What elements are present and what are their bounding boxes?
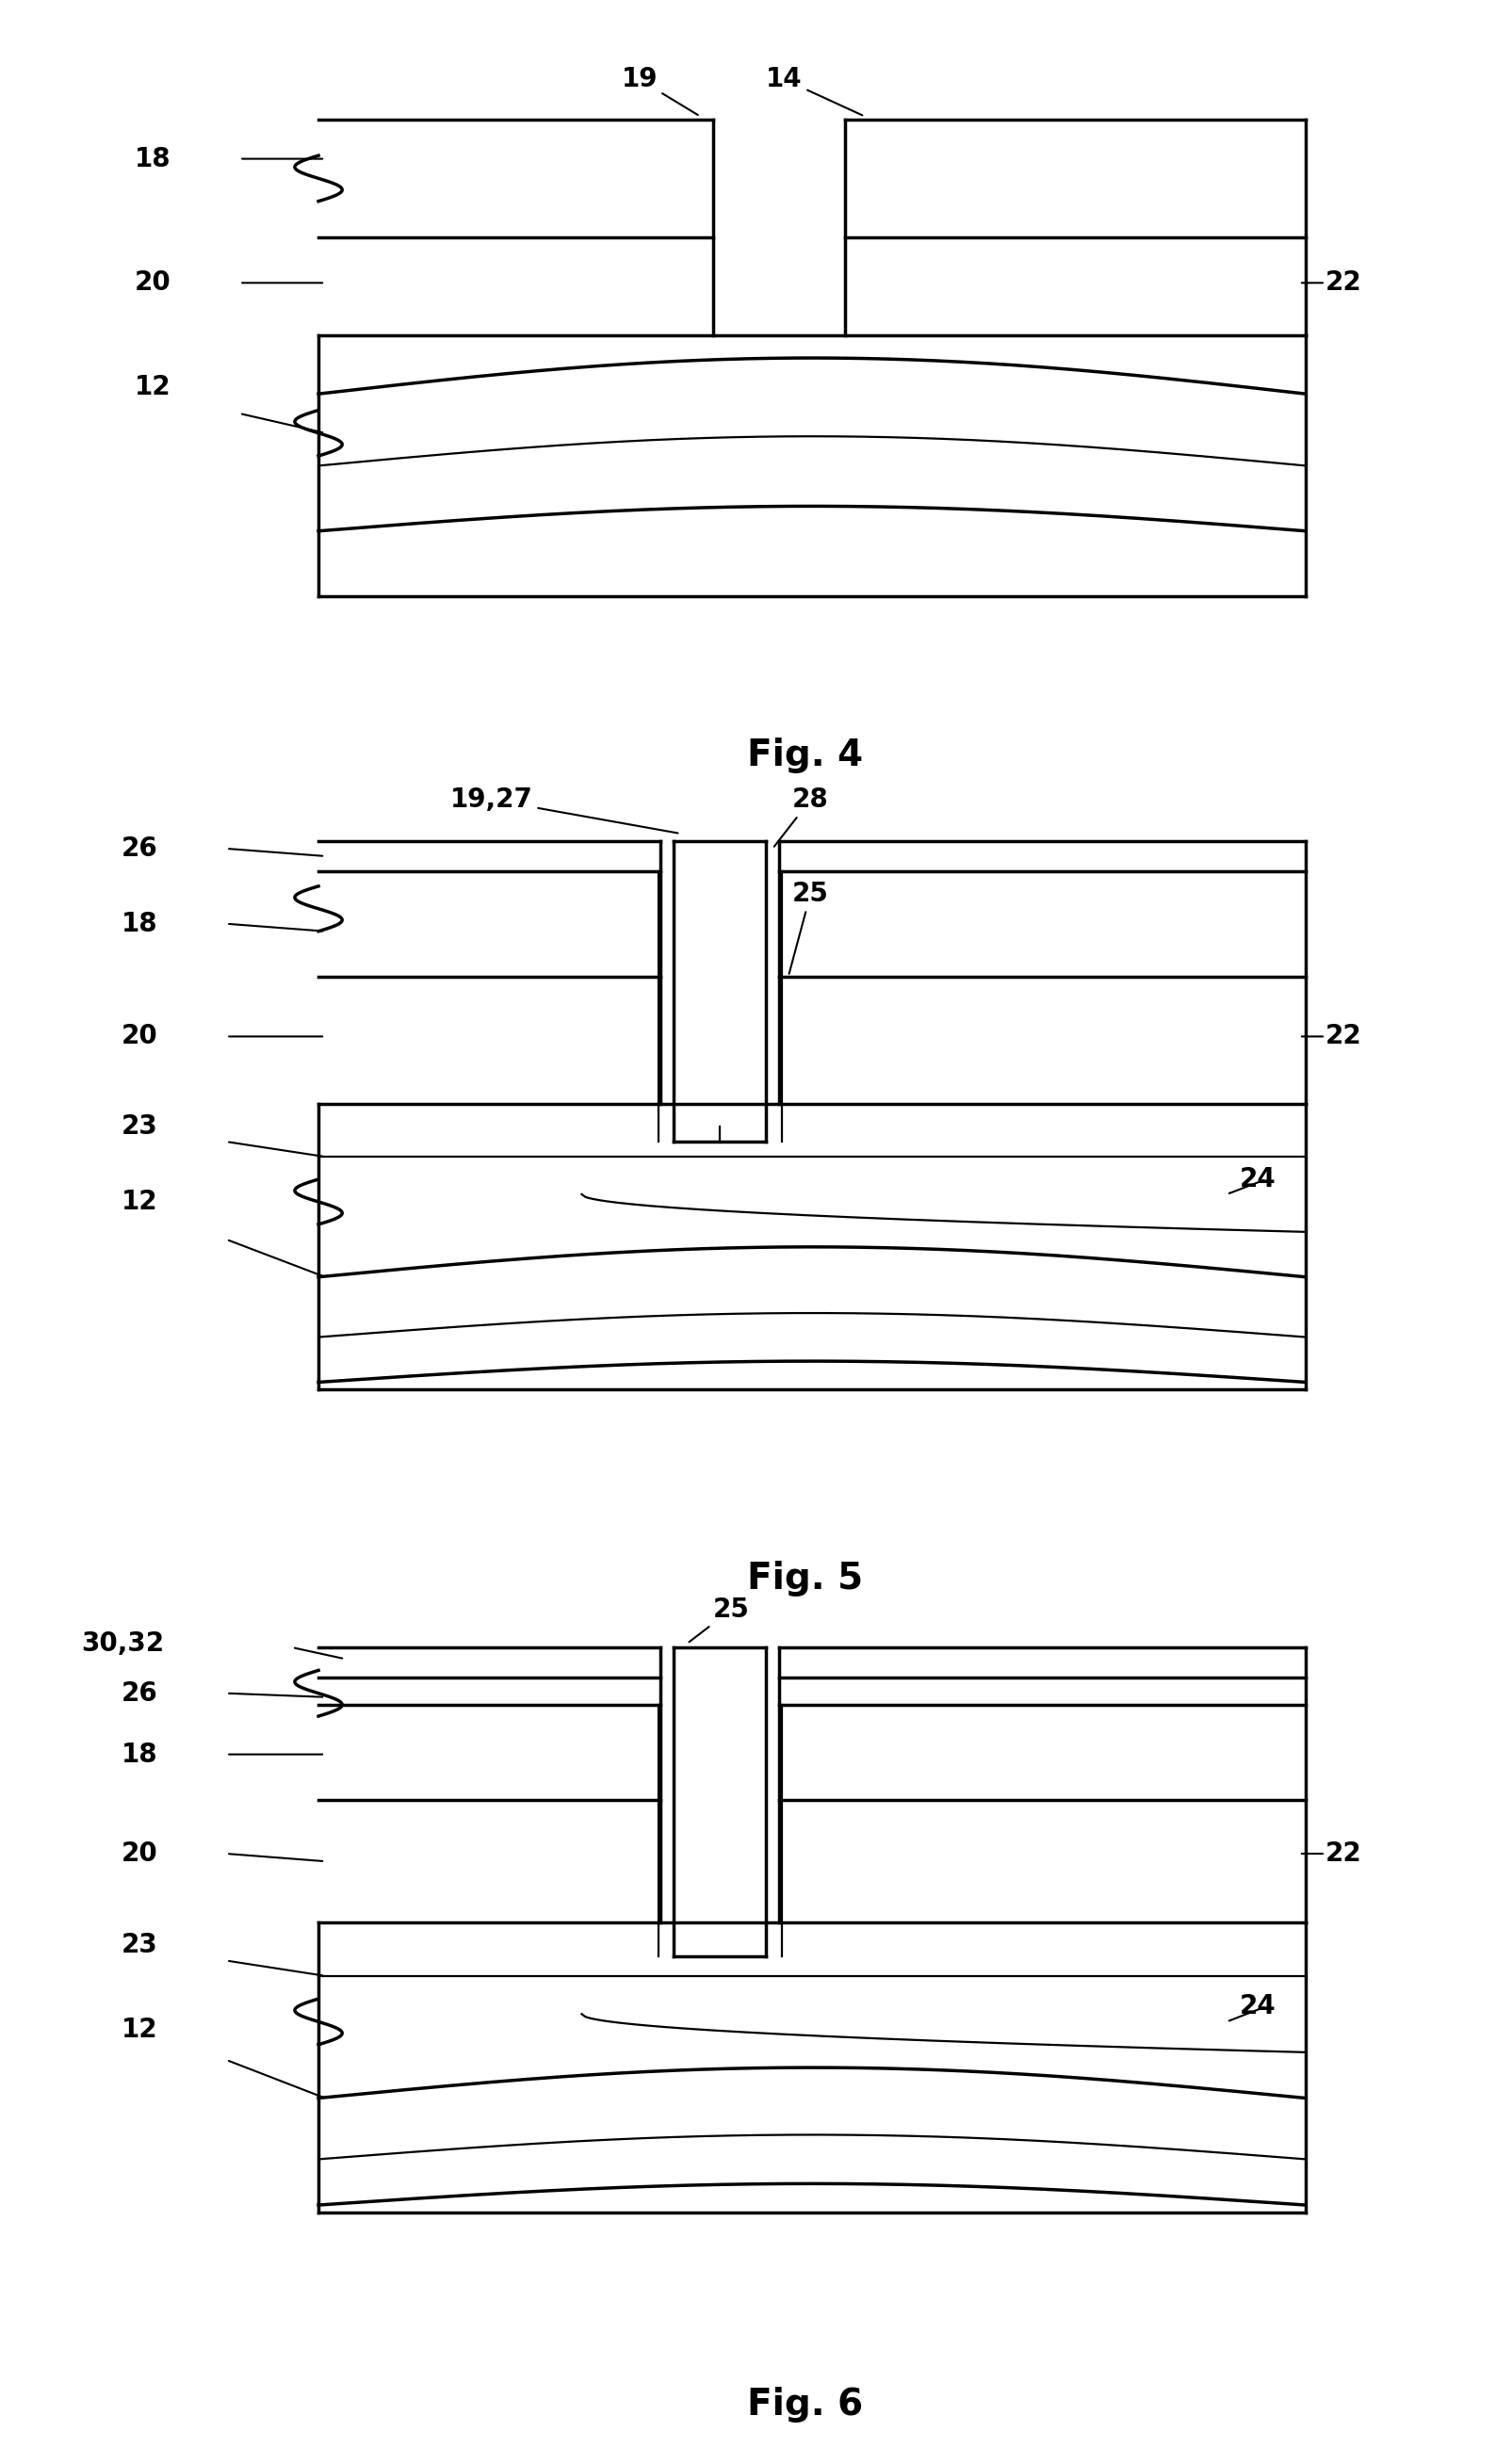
Text: Fig. 6: Fig. 6 — [747, 2388, 863, 2422]
Text: 20: 20 — [121, 1023, 157, 1050]
Text: 26: 26 — [121, 1680, 157, 1708]
Text: Fig. 5: Fig. 5 — [747, 1560, 863, 1597]
Text: 19: 19 — [621, 67, 697, 116]
Text: 23: 23 — [121, 1932, 157, 1959]
Text: 12: 12 — [121, 1188, 157, 1215]
Text: 24: 24 — [1240, 1165, 1276, 1193]
Text: 14: 14 — [765, 67, 862, 116]
Text: 23: 23 — [121, 1114, 157, 1141]
Text: 18: 18 — [121, 912, 157, 936]
Text: 30,32: 30,32 — [82, 1631, 165, 1656]
Text: 28: 28 — [774, 786, 829, 848]
Text: 19,27: 19,27 — [451, 786, 677, 833]
Text: 25: 25 — [688, 1597, 750, 1641]
Text: 18: 18 — [135, 145, 171, 172]
Text: 18: 18 — [121, 1742, 157, 1767]
Text: 12: 12 — [121, 2016, 157, 2043]
Text: 12: 12 — [135, 375, 171, 402]
Text: 25: 25 — [789, 880, 829, 973]
Text: Fig. 4: Fig. 4 — [747, 737, 863, 774]
Text: 22: 22 — [1325, 269, 1361, 296]
Text: 22: 22 — [1325, 1023, 1361, 1050]
Text: 22: 22 — [1325, 1841, 1361, 1868]
Text: 20: 20 — [135, 269, 171, 296]
Text: 26: 26 — [121, 835, 157, 862]
Text: 24: 24 — [1240, 1993, 1276, 2020]
Text: 20: 20 — [121, 1841, 157, 1868]
